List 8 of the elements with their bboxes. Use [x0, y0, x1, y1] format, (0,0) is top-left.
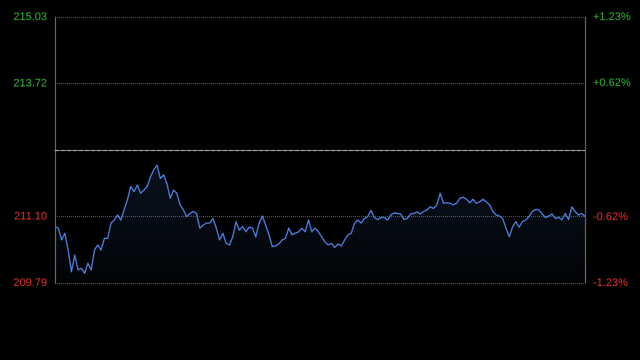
y-tick-label: 215.03 [13, 11, 47, 23]
y2-tick-label: +0.62% [593, 76, 631, 89]
y2-tick-label: -0.62% [593, 211, 628, 224]
y-tick-label: 209.79 [13, 277, 47, 289]
y-tick-label: 213.72 [13, 78, 47, 90]
y2-tick-label: +1.23% [593, 11, 631, 23]
y2-tick-label: -1.23% [593, 277, 628, 289]
y-tick-label: 211.10 [14, 210, 47, 222]
